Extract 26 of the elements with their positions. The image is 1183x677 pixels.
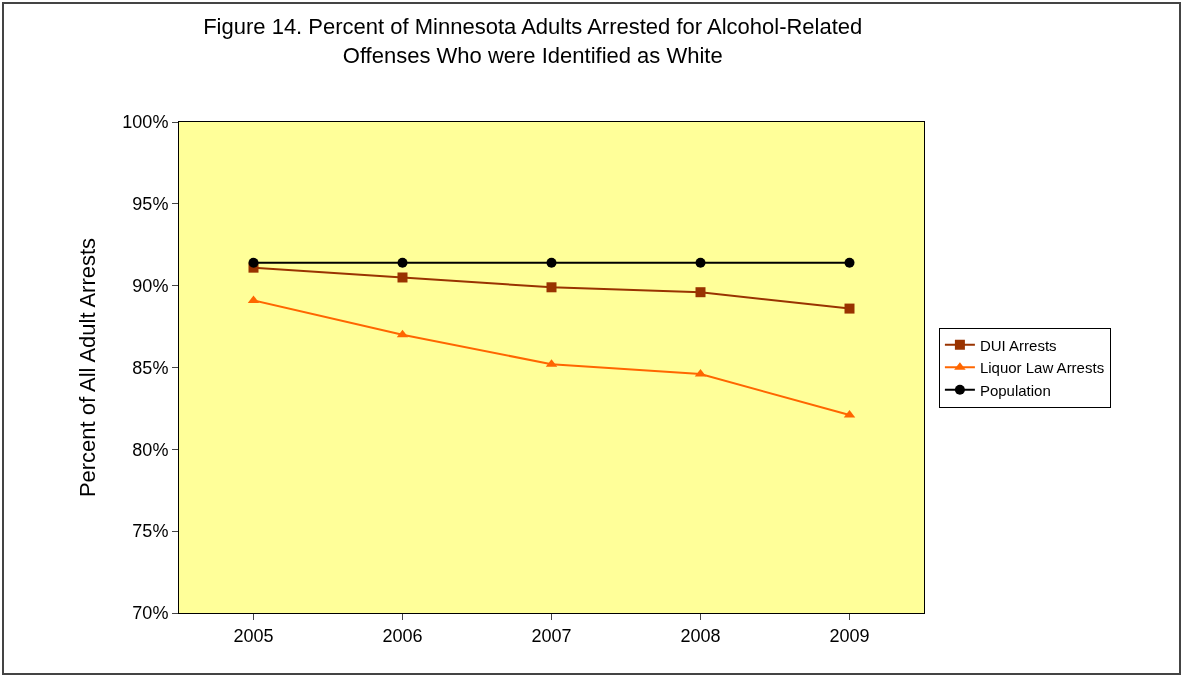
y-tick-label: 90% [132, 275, 169, 296]
y-tick-label: 70% [132, 603, 169, 624]
x-tick-label: 2006 [382, 625, 423, 646]
legend-label: Population [979, 381, 1051, 399]
y-tick-label: 75% [132, 521, 169, 542]
y-tick-label: 80% [132, 439, 169, 460]
point [546, 282, 557, 293]
point [397, 272, 408, 283]
point [248, 257, 259, 268]
point [844, 257, 855, 268]
legend-label: DUI Arrests [979, 336, 1057, 354]
point [546, 257, 557, 268]
y-tick-label: 95% [132, 194, 169, 215]
point [695, 287, 706, 298]
x-tick-label: 2008 [680, 625, 721, 646]
x-tick-label: 2009 [829, 625, 870, 646]
y-axis-title: Percent of All Adult Arrests [75, 237, 101, 498]
point [695, 257, 706, 268]
x-tick-label: 2005 [233, 625, 274, 646]
y-tick-label: 100% [122, 112, 169, 133]
point [844, 303, 855, 314]
x-tick-label: 2007 [531, 625, 572, 646]
chart-title: Figure 14. Percent of Minnesota Adults Arrested for Alcohol-Related Offenses Who were Identified as White [203, 14, 863, 68]
legend-label: Liquor Law Arrests [979, 359, 1105, 377]
point [397, 257, 408, 268]
y-tick-label: 85% [132, 357, 169, 378]
